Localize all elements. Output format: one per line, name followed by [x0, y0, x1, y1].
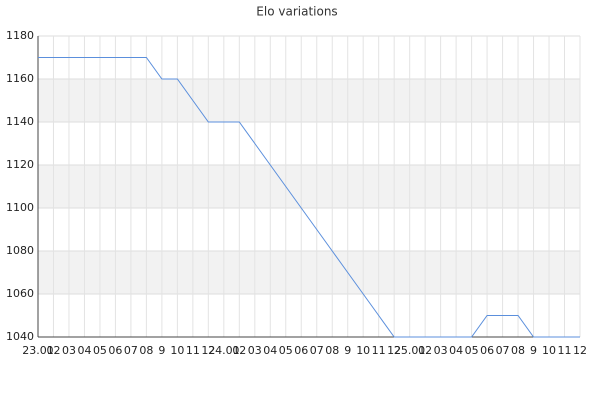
x-tick-label: 02	[46, 344, 60, 357]
x-tick-label: 11	[186, 344, 200, 357]
x-tick-label: 07	[124, 344, 138, 357]
y-tick-label: 1080	[6, 244, 34, 257]
x-tick-label: 03	[62, 344, 76, 357]
x-tick-label: 02	[232, 344, 246, 357]
y-tick-label: 1180	[6, 29, 34, 42]
x-tick-label: 25.01	[394, 344, 426, 357]
x-tick-label: 04	[263, 344, 277, 357]
x-tick-label: 10	[170, 344, 184, 357]
y-tick-label: 1140	[6, 115, 34, 128]
y-tick-label: 1120	[6, 158, 34, 171]
x-tick-label: 06	[108, 344, 122, 357]
data-line	[38, 57, 580, 338]
x-tick-label: 24.01	[208, 344, 240, 357]
x-tick-label: 08	[139, 344, 153, 357]
x-tick-label: 11	[372, 344, 386, 357]
grid-band	[38, 251, 580, 294]
x-tick-label: 03	[434, 344, 448, 357]
x-tick-label: 9	[158, 344, 165, 357]
y-tick-label: 1060	[6, 287, 34, 300]
x-tick-label: 03	[248, 344, 262, 357]
x-tick-label: 05	[465, 344, 479, 357]
x-tick-label: 9	[530, 344, 537, 357]
grid-band	[38, 79, 580, 122]
x-tick-label: 10	[542, 344, 556, 357]
x-tick-label: 07	[496, 344, 510, 357]
chart-title: Elo variations	[256, 5, 337, 19]
y-tick-label: 1160	[6, 72, 34, 85]
x-tick-label: 08	[511, 344, 525, 357]
y-tick-label: 1100	[6, 201, 34, 214]
x-tick-label: 06	[480, 344, 494, 357]
x-tick-label: 23.01	[22, 344, 54, 357]
x-tick-label: 12	[387, 344, 401, 357]
x-tick-label: 07	[310, 344, 324, 357]
x-tick-label: 05	[279, 344, 293, 357]
x-tick-label: 9	[344, 344, 351, 357]
x-tick-label: 04	[449, 344, 463, 357]
grid-band	[38, 165, 580, 208]
x-tick-label: 12	[201, 344, 215, 357]
x-tick-label: 04	[77, 344, 91, 357]
x-tick-label: 12	[573, 344, 587, 357]
x-tick-label: 08	[325, 344, 339, 357]
x-tick-label: 06	[294, 344, 308, 357]
x-tick-label: 10	[356, 344, 370, 357]
y-tick-label: 1040	[6, 330, 34, 343]
x-tick-label: 11	[558, 344, 572, 357]
x-tick-label: 05	[93, 344, 107, 357]
x-tick-label: 02	[418, 344, 432, 357]
